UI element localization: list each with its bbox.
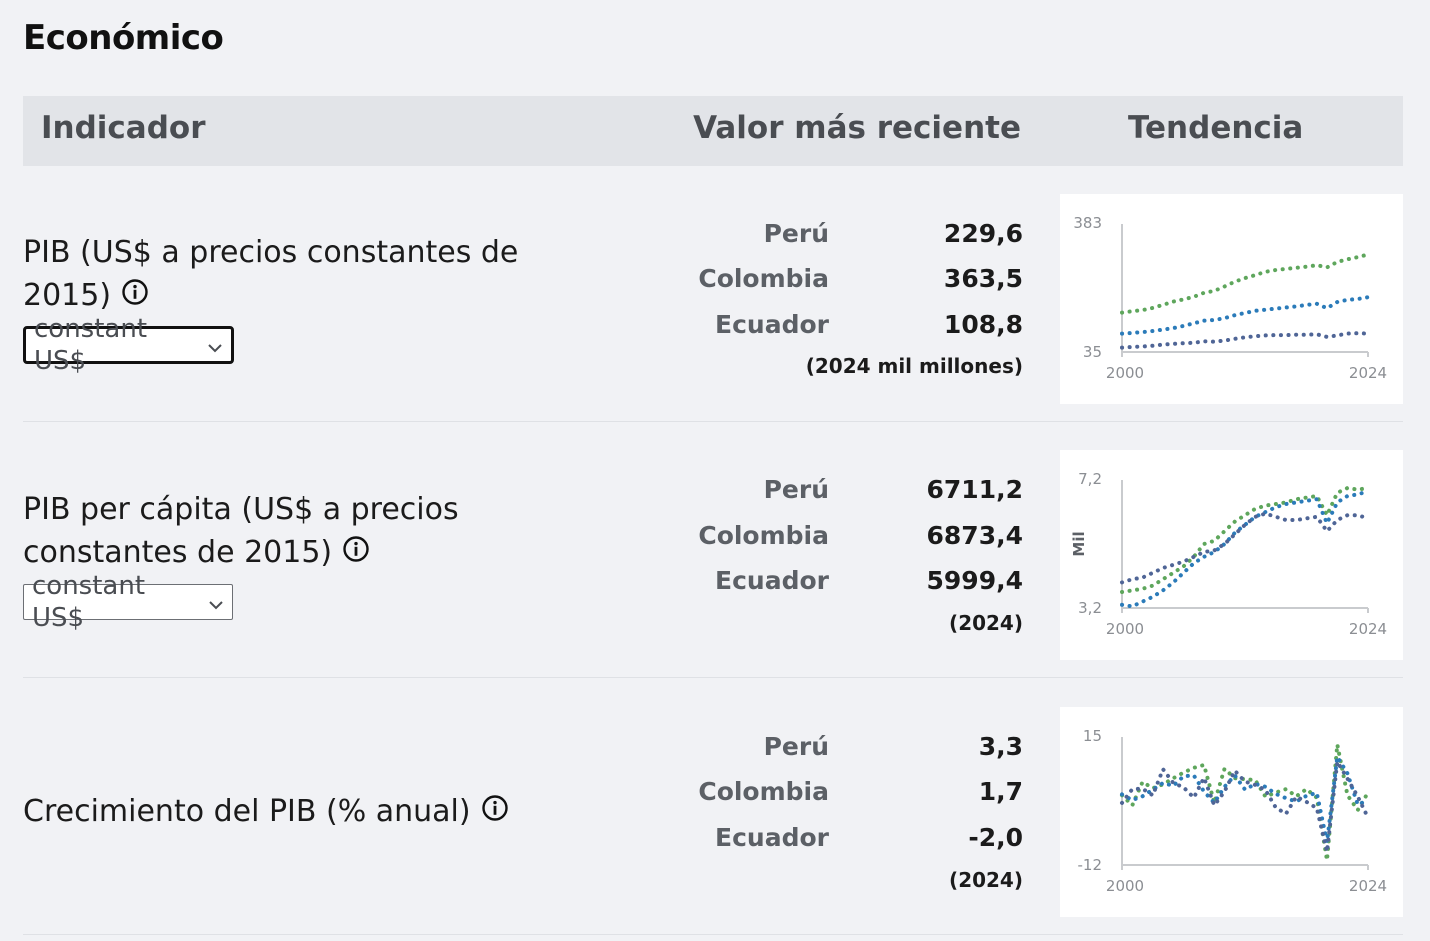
indicator-name: PIB per cápita (US$ a precios constantes… — [23, 488, 543, 575]
section-title: Económico — [23, 18, 224, 58]
table-header: Indicador Valor más reciente Tendencia — [23, 96, 1403, 166]
value-note: (2024) — [949, 868, 1023, 892]
header-latest-value: Valor más reciente — [693, 110, 1021, 146]
x-tick-label: 2000 — [1106, 364, 1144, 382]
indicator-name: PIB (US$ a precios constantes de 2015) — [23, 231, 543, 318]
row-divider — [23, 677, 1403, 678]
series-line — [1120, 759, 1370, 854]
series-line — [1120, 295, 1370, 336]
y-tick-label: 35 — [1083, 343, 1102, 361]
country-label: Colombia — [698, 264, 829, 293]
value-peru: 229,6 — [943, 219, 1023, 248]
series-line — [1120, 486, 1370, 594]
country-label: Perú — [763, 732, 829, 761]
country-label: Colombia — [698, 521, 829, 550]
x-tick-label: 2000 — [1106, 877, 1144, 895]
info-icon[interactable] — [342, 532, 370, 575]
country-label: Ecuador — [715, 823, 829, 852]
x-tick-label: 2024 — [1349, 877, 1387, 895]
table-row: Crecimiento del PIB (% anual) Perú 3,3 C… — [23, 679, 1403, 935]
unit-select[interactable]: constant US$ — [23, 571, 233, 633]
unit-select[interactable]: constant US$ — [23, 314, 234, 376]
value-note: (2024) — [949, 611, 1023, 635]
y-tick-label: 7,2 — [1078, 470, 1102, 488]
value-ecuador: 108,8 — [943, 310, 1023, 339]
series-line — [1120, 754, 1370, 845]
series-line — [1120, 331, 1370, 350]
value-colombia: 363,5 — [943, 264, 1023, 293]
header-indicator: Indicador — [41, 110, 206, 146]
table-row: PIB (US$ a precios constantes de 2015) c… — [23, 166, 1403, 422]
series-line — [1120, 252, 1370, 315]
unit-select-value: constant US$ — [32, 571, 146, 633]
country-label: Ecuador — [715, 566, 829, 595]
y-tick-label: 15 — [1083, 727, 1102, 745]
unit-select-value: constant US$ — [34, 314, 148, 376]
y-tick-label: 383 — [1073, 214, 1102, 232]
value-colombia: 6873,4 — [926, 521, 1023, 550]
value-note: (2024 mil millones) — [805, 354, 1023, 378]
row-divider — [23, 421, 1403, 422]
country-label: Ecuador — [715, 310, 829, 339]
country-label: Perú — [763, 475, 829, 504]
country-label: Perú — [763, 219, 829, 248]
indicator-name-text: PIB (US$ a precios constantes de 2015) — [23, 235, 519, 313]
x-tick-label: 2024 — [1349, 364, 1387, 382]
chevron-down-icon — [207, 329, 223, 361]
x-tick-label: 2000 — [1106, 620, 1144, 638]
value-ecuador: 5999,4 — [926, 566, 1023, 595]
series-line — [1120, 511, 1370, 585]
country-label: Colombia — [698, 777, 829, 806]
series-line — [1120, 489, 1370, 609]
table-row: PIB per cápita (US$ a precios constantes… — [23, 422, 1403, 678]
y-axis-label: Mil — [1070, 531, 1088, 556]
indicator-name: Crecimiento del PIB (% anual) — [23, 790, 543, 834]
indicator-name-text: PIB per cápita (US$ a precios constantes… — [23, 492, 459, 570]
y-tick-label: 3,2 — [1078, 599, 1102, 617]
value-peru: 3,3 — [978, 732, 1023, 761]
info-icon[interactable] — [121, 275, 149, 318]
trend-chart[interactable]: 383 35 2000 2024 — [1060, 194, 1403, 404]
value-peru: 6711,2 — [926, 475, 1023, 504]
row-divider — [23, 934, 1403, 935]
indicator-name-text: Crecimiento del PIB (% anual) — [23, 794, 471, 829]
trend-chart[interactable]: 15 -12 2000 2024 — [1060, 707, 1403, 917]
trend-chart[interactable]: 7,2 3,2 2000 2024 Mil — [1060, 450, 1403, 660]
info-icon[interactable] — [481, 791, 509, 834]
value-ecuador: -2,0 — [968, 823, 1023, 852]
chevron-down-icon — [208, 586, 224, 618]
value-colombia: 1,7 — [978, 777, 1023, 806]
x-tick-label: 2024 — [1349, 620, 1387, 638]
y-tick-label: -12 — [1078, 856, 1103, 874]
header-trend: Tendencia — [1128, 110, 1304, 146]
